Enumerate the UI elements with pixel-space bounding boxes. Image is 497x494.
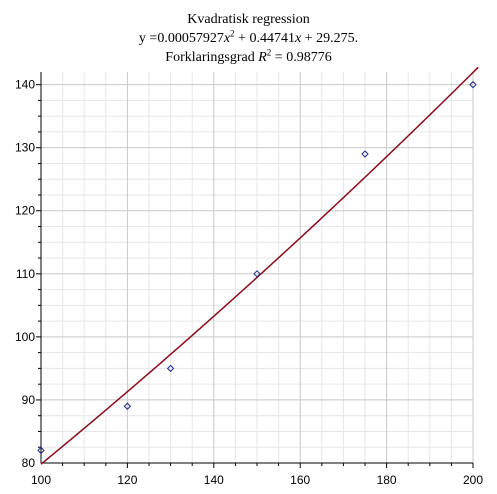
x-tick-label: 200 (463, 473, 483, 487)
y-tick-label: 130 (15, 141, 35, 155)
x-tick-label: 140 (204, 473, 224, 487)
data-point (253, 270, 261, 278)
data-point (361, 150, 369, 158)
x-tick-label: 100 (31, 473, 51, 487)
major-gridlines (41, 72, 474, 463)
data-point (37, 446, 45, 455)
y-tick-label: 80 (22, 456, 36, 470)
y-axis-ticks: 80 90 100 110 120 130 140 (15, 78, 41, 470)
y-tick-label: 140 (15, 78, 35, 92)
regression-equation: y =0.00057927x2 + 0.44741x + 29.275. (138, 28, 359, 46)
regression-curve-group (40, 66, 479, 465)
data-point (166, 364, 175, 373)
x-tick-label: 180 (377, 473, 397, 487)
chart-title-block: Kvadratisk regression y =0.00057927x2 + … (0, 10, 497, 67)
data-point (469, 80, 477, 89)
y-tick-label: 90 (22, 393, 36, 407)
x-axis-ticks: 100 120 140 160 180 200 (31, 463, 483, 487)
regression-curve (40, 66, 479, 465)
chart-title: Kvadratisk regression (187, 12, 310, 27)
y-tick-label: 120 (15, 204, 35, 218)
y-tick-label: 100 (15, 330, 35, 344)
r-squared-label: Forklaringsgrad R2 = 0.98776 (165, 47, 332, 65)
minor-gridlines (41, 72, 473, 463)
x-tick-label: 120 (117, 473, 137, 487)
y-tick-label: 110 (16, 267, 35, 281)
data-point (123, 402, 132, 410)
data-points (37, 80, 477, 455)
x-tick-label: 160 (290, 473, 310, 487)
